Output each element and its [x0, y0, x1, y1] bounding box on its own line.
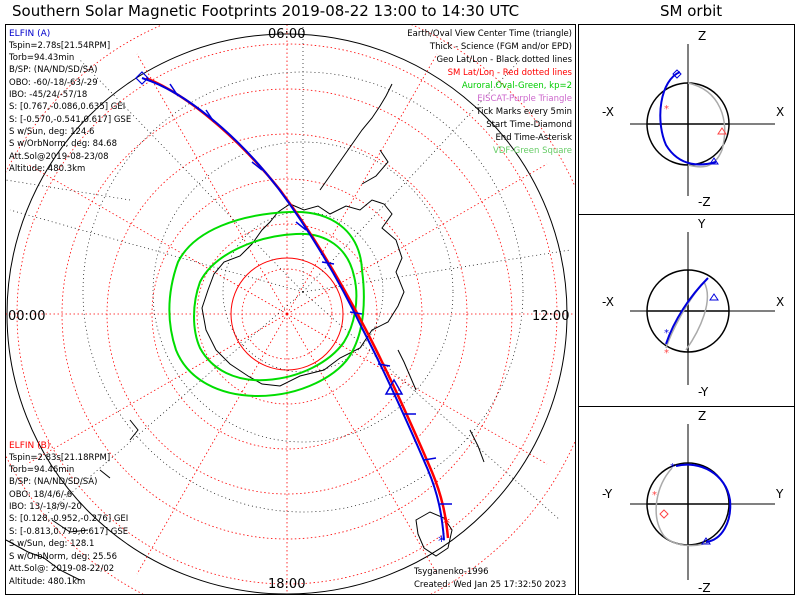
view-center-triangle	[384, 378, 404, 395]
elfin-a-line: B/SP: (NA/ND/SD/SA)	[9, 65, 97, 75]
sm-panel-label: -X	[602, 295, 614, 309]
svg-text:*: *	[664, 104, 669, 115]
sm-panel-label: Y	[697, 217, 706, 231]
elfin-a-line: S: [-0.570,-0.541,0.617] GSE	[9, 115, 131, 125]
elfin-a-line: Torb=94.43min	[8, 53, 74, 63]
clock-label-top: 06:00	[268, 27, 305, 42]
elfin-b-line: Altitude: 480.1km	[9, 577, 85, 587]
elfin-a-line: IBO: -45/24/-57/18	[9, 90, 87, 100]
svg-text:*: *	[652, 490, 657, 501]
elfin-a-line: Att.Sol@2019-08-23/08	[9, 152, 109, 162]
south-america-coast	[319, 83, 393, 191]
elfin-a-line: Altitude: 480.3km	[9, 164, 85, 174]
sm-panel-label: -Y	[602, 487, 613, 501]
track-tick-marks	[169, 83, 452, 505]
sm-orbit-panel-xz: * Z -Z -X X	[602, 29, 784, 209]
sm-panel-label: Z	[698, 409, 706, 423]
elfin-b-line: S: [0.128,-0.952,-0.276] GEI	[9, 514, 128, 524]
sm-panel-label: -X	[602, 105, 614, 119]
legend-item: VDF-Green Square	[493, 146, 572, 156]
elfin-b-line: S: [-0.813,0.779,0.617] GSE	[9, 527, 128, 537]
elfin-a-end-asterisk: *	[438, 534, 445, 550]
legend-item: End Time-Asterisk	[495, 133, 572, 143]
svg-text:*: *	[670, 462, 675, 473]
legend-item: EISCAT-Purple Triangle	[477, 94, 572, 104]
elfin-b-line: S w/OrbNorm, deg: 25.56	[9, 552, 117, 562]
elfin-b-end-asterisk: *	[443, 516, 450, 532]
sm-panel-label: X	[776, 105, 784, 119]
elfin-a-line: S: [0.767,-0.086,0.635] GEI	[9, 102, 125, 112]
main-plot-frame	[5, 24, 576, 595]
elfin-b-line: IBO: 13/-18/9/-20	[9, 502, 82, 512]
elfin-a-line: OBO: -60/-18/-63/-29	[9, 78, 98, 88]
sm-orbit-panel-xy: * * Y -Y -X X	[602, 217, 784, 399]
auroral-oval-inner	[193, 232, 358, 382]
sm-orbit-title: SM orbit	[660, 2, 723, 20]
elfin-a-info: ELFIN (A) Tspin=2.78s[21.54RPM] Torb=94.…	[8, 29, 131, 174]
sm-panel-label: Y	[775, 487, 784, 501]
elfin-b-info: ELFIN (B) Tspin=2.83s[21.18RPM] Torb=94.…	[8, 441, 128, 587]
elfin-b-line: S w/Sun, deg: 128.1	[9, 539, 94, 549]
australia-coast	[415, 511, 453, 557]
sm-pole-circle	[230, 257, 344, 371]
svg-text:*: *	[664, 348, 669, 359]
new-zealand-coast	[397, 349, 485, 463]
sm-panel-frame	[578, 24, 795, 595]
legend-item: Auroral Oval-Green, kp=2	[462, 81, 572, 91]
model-label: Tsyganenko-1996	[413, 567, 489, 577]
elfin-b-line: Torb=94.46min	[8, 465, 74, 475]
elfin-a-start-diamond	[135, 71, 149, 85]
elfin-a-name: ELFIN (A)	[9, 29, 50, 39]
svg-text:*: *	[664, 328, 669, 339]
elfin-a-line: Tspin=2.78s[21.54RPM]	[8, 41, 110, 51]
elfin-a-track	[141, 77, 445, 541]
elfin-b-line: Att.Sol@: 2019-08-22/02	[9, 564, 114, 574]
legend-item: Geo Lat/Lon - Black dotted lines	[436, 55, 572, 65]
legend-item: SM Lat/Lon - Red dotted lines	[448, 68, 573, 78]
created-label: Created: Wed Jan 25 17:32:50 2023	[414, 580, 566, 590]
sm-panel-label: -Z	[698, 195, 711, 209]
elfin-b-line: OBO: 18/4/6/-6	[9, 490, 72, 500]
legend-item: Start Time-Diamond	[486, 120, 572, 130]
sm-panel-label: -Z	[698, 581, 711, 595]
elfin-b-name: ELFIN (B)	[9, 441, 50, 451]
elfin-a-line: S w/Sun, deg: 124.6	[9, 127, 94, 137]
sm-panel-label: Z	[698, 29, 706, 43]
elfin-a-line: S w/OrbNorm, deg: 84.68	[9, 139, 117, 149]
clock-label-bottom: 18:00	[268, 577, 305, 592]
auroral-oval-outer	[168, 210, 365, 398]
clock-label-left: 00:00	[8, 309, 45, 324]
legend-item: Earth/Oval View Center Time (triangle)	[407, 29, 572, 39]
elfin-b-line: B/SP: (NA/ND/SD/SA)	[9, 477, 97, 487]
legend: Earth/Oval View Center Time (triangle) T…	[407, 29, 572, 156]
sm-panel-label: X	[776, 295, 784, 309]
elfin-b-track	[145, 76, 450, 539]
island-coast	[99, 419, 139, 479]
sm-orbit-panel-yz: * * Z -Z -Y Y	[602, 409, 784, 595]
clock-label-right: 12:00	[532, 309, 569, 324]
legend-item: Thick - Science (FGM and/or EPD)	[429, 42, 572, 52]
sm-panel-label: -Y	[698, 385, 709, 399]
sm-longitude-grid	[6, 25, 575, 594]
antarctica-coastline	[201, 199, 405, 387]
elfin-b-line: Tspin=2.83s[21.18RPM]	[8, 453, 110, 463]
africa-tip-coast	[6, 519, 89, 581]
plot-title: Southern Solar Magnetic Footprints 2019-…	[12, 2, 520, 20]
legend-item: Tick Marks every 5min	[475, 107, 572, 117]
